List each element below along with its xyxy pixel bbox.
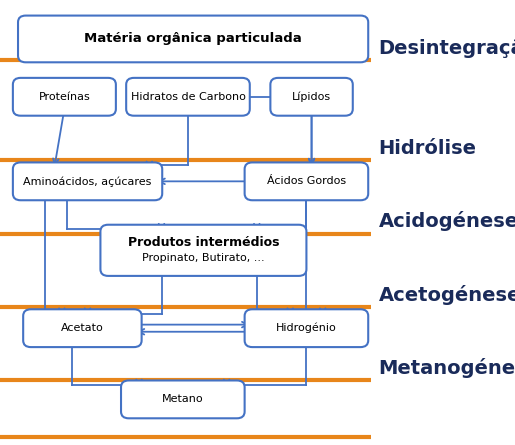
FancyBboxPatch shape (245, 162, 368, 200)
Text: Proteínas: Proteínas (39, 92, 90, 102)
Text: Acidogénese: Acidogénese (379, 211, 515, 231)
Text: Acetogénese: Acetogénese (379, 285, 515, 305)
FancyBboxPatch shape (23, 309, 142, 347)
FancyBboxPatch shape (13, 78, 116, 116)
FancyBboxPatch shape (121, 380, 245, 418)
Text: Hidrólise: Hidrólise (379, 139, 476, 158)
FancyBboxPatch shape (18, 16, 368, 62)
Text: Ácidos Gordos: Ácidos Gordos (267, 176, 346, 186)
Text: Produtos intermédios: Produtos intermédios (128, 236, 279, 249)
Text: Hidrogénio: Hidrogénio (276, 323, 337, 333)
Text: Acetato: Acetato (61, 323, 104, 333)
Text: Metanogénese: Metanogénese (379, 358, 515, 378)
Text: Lípidos: Lípidos (292, 92, 331, 102)
FancyBboxPatch shape (270, 78, 353, 116)
Text: Hidratos de Carbono: Hidratos de Carbono (130, 92, 246, 102)
Text: Matéria orgânica particulada: Matéria orgânica particulada (84, 32, 302, 45)
FancyBboxPatch shape (245, 309, 368, 347)
Text: Propinato, Butirato, ...: Propinato, Butirato, ... (142, 253, 265, 263)
FancyBboxPatch shape (126, 78, 250, 116)
FancyBboxPatch shape (100, 225, 306, 276)
Text: Desintegração: Desintegração (379, 39, 515, 58)
Text: Aminoácidos, açúcares: Aminoácidos, açúcares (23, 176, 152, 186)
FancyBboxPatch shape (13, 162, 162, 200)
Text: Metano: Metano (162, 394, 203, 405)
